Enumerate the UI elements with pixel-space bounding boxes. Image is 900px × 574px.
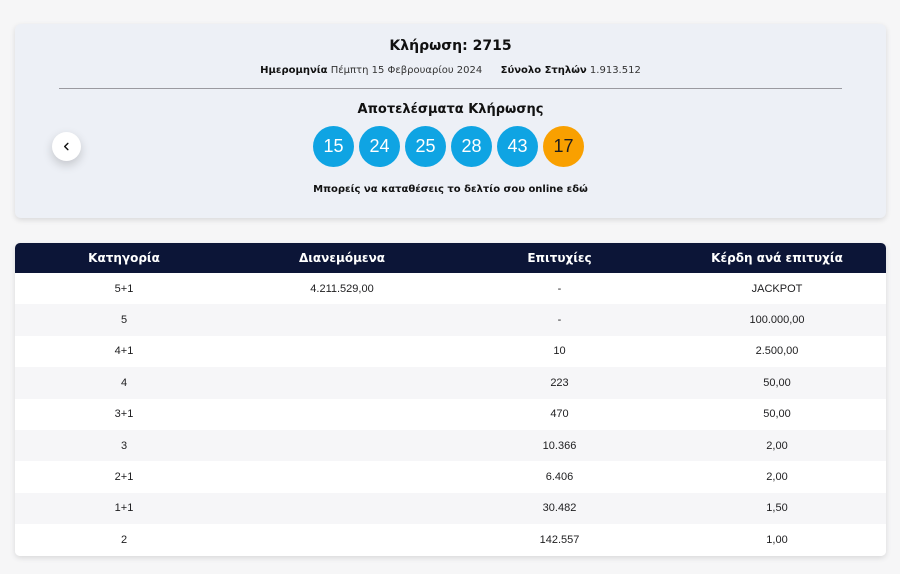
cell-winners: 30.482 xyxy=(542,502,577,515)
online-note: Μπορείς να καταθέσεις το δελτίο σου onli… xyxy=(15,184,886,195)
table-row: 3+1 470 50,00 xyxy=(15,398,886,430)
table-row: 4+1 10 2.500,00 xyxy=(15,335,886,368)
header-prize-per-winner: Κέρδη ανά επιτυχία xyxy=(711,251,843,265)
cell-prize: 2,00 xyxy=(766,471,788,484)
online-note-link[interactable]: εδώ xyxy=(566,184,588,195)
number-ball: 24 xyxy=(359,126,400,167)
cell-prize: 50,00 xyxy=(763,376,791,389)
header-distributed: Διανεμόμενα xyxy=(298,251,386,265)
cell-category: 4+1 xyxy=(114,345,134,358)
table-row: 2+1 6.406 2,00 xyxy=(15,461,886,493)
number-ball: 43 xyxy=(497,126,538,167)
cell-category: 5 xyxy=(120,314,128,327)
table-header-row: Κατηγορία Διανεμόμενα Επιτυχίες Κέρδη αν… xyxy=(15,243,886,273)
table-body: 5+1 4.211.529,00 - JACKPOT 5 - 100.000,00 4+1 10… xyxy=(15,273,886,556)
draw-info-card: Κλήρωση: 2715 Ημερομηνία Πέμπτη 15 Φεβρο… xyxy=(15,24,886,218)
number-ball: 28 xyxy=(451,126,492,167)
cell-distributed xyxy=(233,461,451,492)
cell-distributed xyxy=(233,524,451,555)
columns-label: Σύνολο Στηλών xyxy=(500,65,587,76)
online-note-text: Μπορείς να καταθέσεις το δελτίο σου onli… xyxy=(313,184,567,195)
cell-category: 5+1 xyxy=(114,282,134,295)
cell-distributed xyxy=(233,493,451,524)
table-row: 2 142.557 1,00 xyxy=(15,524,886,556)
cell-winners: 142.557 xyxy=(539,533,580,546)
cell-prize: 1,50 xyxy=(766,502,788,515)
previous-draw-button[interactable] xyxy=(52,132,81,161)
cell-prize: 100.000,00 xyxy=(749,314,805,327)
table-row: 5+1 4.211.529,00 - JACKPOT xyxy=(15,273,886,305)
cell-prize: 2.500,00 xyxy=(755,345,799,358)
cell-category: 3+1 xyxy=(114,408,134,421)
cell-winners: 6.406 xyxy=(545,471,574,484)
results-title: Αποτελέσματα Κλήρωσης xyxy=(357,102,544,117)
cell-distributed xyxy=(233,399,451,430)
cell-winners: - xyxy=(557,282,562,295)
cell-prize: 1,00 xyxy=(766,533,788,546)
header-category: Κατηγορία xyxy=(88,251,160,265)
cell-winners: 10.366 xyxy=(542,439,577,452)
table-row: 1+1 30.482 1,50 xyxy=(15,492,886,525)
chevron-left-icon xyxy=(63,142,69,151)
cell-distributed xyxy=(233,336,451,367)
table-row: 3 10.366 2,00 xyxy=(15,429,886,462)
cell-category: 1+1 xyxy=(114,502,134,515)
cell-category: 2+1 xyxy=(114,471,134,484)
cell-winners: - xyxy=(557,314,562,327)
date-label: Ημερομηνία xyxy=(260,65,328,76)
cell-distributed xyxy=(233,367,451,398)
divider xyxy=(59,88,842,89)
cell-prize: 2,00 xyxy=(766,439,788,452)
prize-table: Κατηγορία Διανεμόμενα Επιτυχίες Κέρδη αν… xyxy=(15,243,886,556)
cell-category: 2 xyxy=(120,533,128,546)
cell-category: 4 xyxy=(120,376,128,389)
draw-title: Κλήρωση: 2715 xyxy=(389,38,512,54)
cell-winners: 10 xyxy=(553,345,566,358)
cell-category: 3 xyxy=(120,439,128,452)
cell-distributed xyxy=(233,304,451,335)
draw-meta: Ημερομηνία Πέμπτη 15 Φεβρουαρίου 2024 Σύ… xyxy=(15,65,886,76)
cell-distributed: 4.211.529,00 xyxy=(310,282,374,295)
header-winners: Επιτυχίες xyxy=(527,251,592,265)
joker-ball: 17 xyxy=(543,126,584,167)
winning-numbers: 15 24 25 28 43 17 xyxy=(313,126,584,167)
number-ball: 15 xyxy=(313,126,354,167)
number-ball: 25 xyxy=(405,126,446,167)
cell-prize: JACKPOT xyxy=(751,282,803,295)
cell-winners: 223 xyxy=(550,376,569,389)
cell-winners: 470 xyxy=(550,408,569,421)
prize-table-card: Κατηγορία Διανεμόμενα Επιτυχίες Κέρδη αν… xyxy=(15,243,886,556)
table-row: 4 223 50,00 xyxy=(15,367,886,399)
date-value: Πέμπτη 15 Φεβρουαρίου 2024 xyxy=(330,65,483,76)
columns-value: 1.913.512 xyxy=(589,65,641,76)
table-row: 5 - 100.000,00 xyxy=(15,304,886,336)
cell-prize: 50,00 xyxy=(763,408,791,421)
cell-distributed xyxy=(233,430,451,461)
